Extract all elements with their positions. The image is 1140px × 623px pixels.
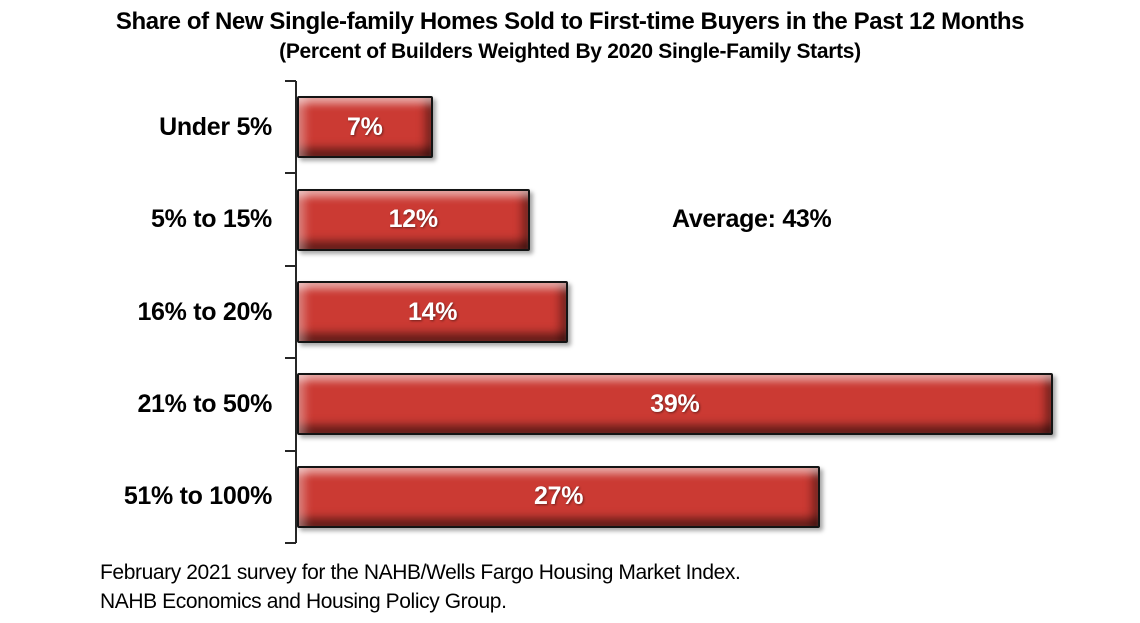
bar-row: 39% xyxy=(297,358,1072,450)
bar-5-to-15pct: 12% xyxy=(297,188,530,251)
category-label: 21% to 50% xyxy=(137,389,272,418)
source-footer-line1: February 2021 survey for the NAHB/Wells … xyxy=(100,561,741,584)
bar-value-label: 14% xyxy=(408,297,458,326)
bar-value-label: 39% xyxy=(650,389,700,418)
category-label: 5% to 15% xyxy=(151,205,272,234)
axis-tick xyxy=(285,264,296,267)
category-label: Under 5% xyxy=(159,112,272,141)
axis-tick xyxy=(285,80,296,82)
category-label: 16% to 20% xyxy=(137,297,272,326)
axis-tick xyxy=(285,357,296,360)
bar-value-label: 7% xyxy=(347,112,383,141)
plot-area: 7% 12% 14% 39% 27% xyxy=(285,80,1072,544)
bar-under-5pct: 7% xyxy=(297,96,433,159)
chart-subtitle: (Percent of Builders Weighted By 2020 Si… xyxy=(279,40,861,63)
bar-rows: 7% 12% 14% 39% 27% xyxy=(297,81,1072,543)
bar-51-to-100pct: 27% xyxy=(297,465,821,528)
category-label: 51% to 100% xyxy=(123,482,272,511)
bar-21-to-50pct: 39% xyxy=(297,373,1053,436)
bar-row: 14% xyxy=(297,266,1072,358)
axis-tick xyxy=(285,172,296,175)
source-footer: February 2021 survey for the NAHB/Wells … xyxy=(100,558,741,616)
axis-tick xyxy=(285,449,296,452)
bar-row: 7% xyxy=(297,81,1072,173)
bar-16-to-20pct: 14% xyxy=(297,281,569,344)
bar-row: 12% xyxy=(297,173,1072,265)
axis-tick xyxy=(285,542,296,544)
bar-value-label: 27% xyxy=(533,482,584,511)
y-axis-category-labels: Under 5% 5% to 15% 16% to 20% 21% to 50%… xyxy=(0,81,272,543)
bar-row: 27% xyxy=(297,451,1072,543)
source-footer-line2: NAHB Economics and Housing Policy Group. xyxy=(100,590,507,613)
average-annotation: Average: 43% xyxy=(672,205,832,233)
chart-title: Share of New Single-family Homes Sold to… xyxy=(115,8,1025,35)
bar-value-label: 12% xyxy=(388,205,438,234)
